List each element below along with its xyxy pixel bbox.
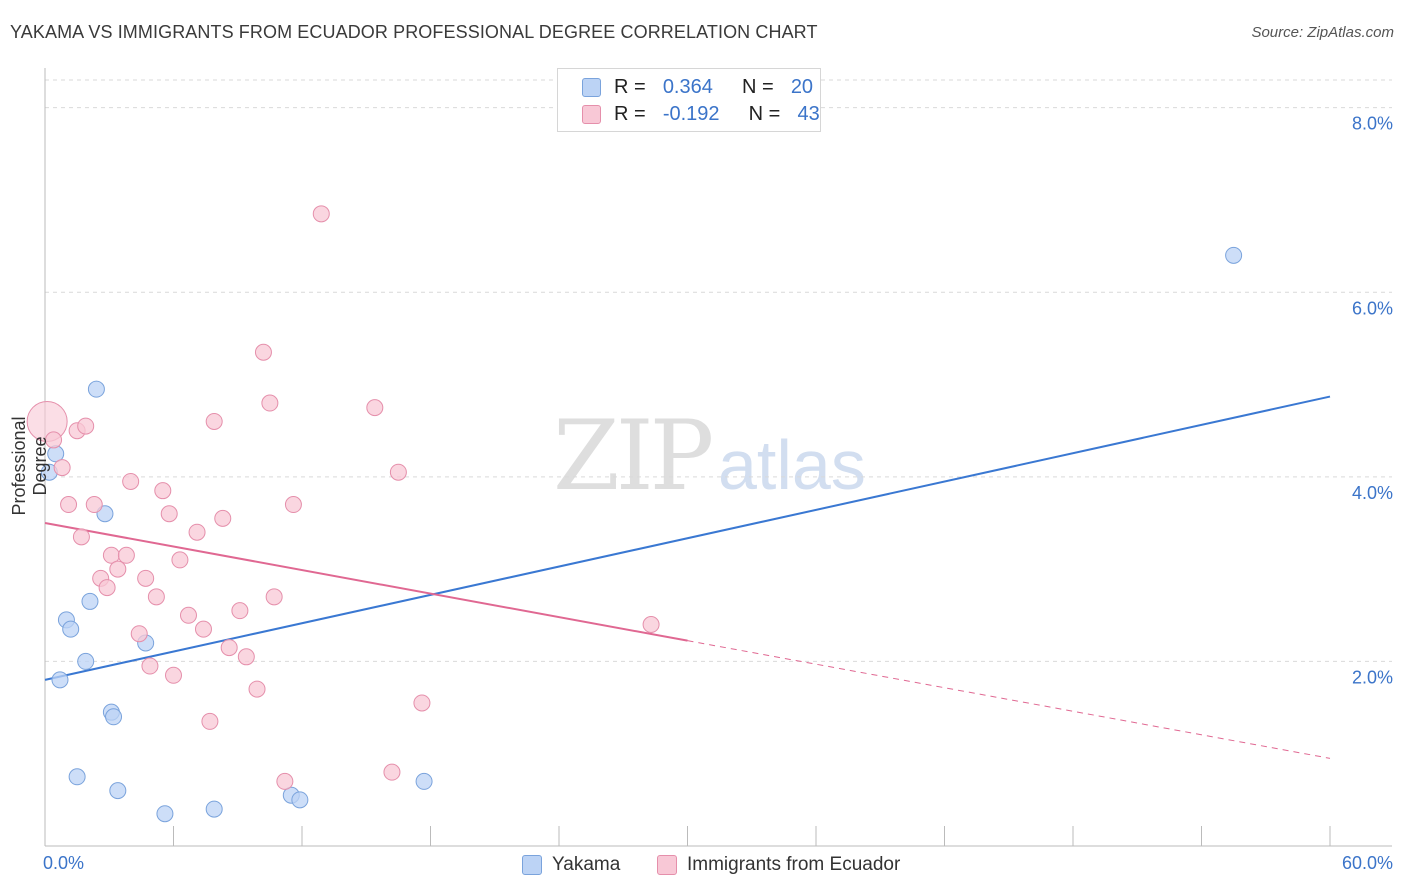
point-yakama — [109, 782, 127, 800]
point-yakama — [81, 592, 99, 610]
x-tick-label-min: 0.0% — [43, 853, 84, 873]
point-ecuador — [60, 496, 78, 514]
grid-lines — [45, 79, 1392, 662]
point-ecuador — [220, 639, 238, 657]
point-yakama — [105, 708, 123, 726]
point-ecuador — [72, 528, 90, 546]
watermark-zip: ZIP — [553, 400, 714, 512]
point-ecuador — [53, 459, 71, 477]
point-ecuador — [194, 620, 212, 638]
point-yakama — [96, 505, 114, 523]
legend-n-label: N = — [742, 75, 774, 98]
point-ecuador — [413, 694, 431, 712]
x-tick-label-max: 60.0% — [1342, 853, 1393, 873]
point-ecuador — [284, 496, 302, 514]
point-yakama — [51, 671, 69, 689]
point-ecuador — [265, 588, 283, 606]
point-ecuador — [137, 569, 155, 587]
point-ecuador — [122, 472, 140, 490]
point-ecuador — [383, 763, 401, 781]
chart-title: YAKAMA VS IMMIGRANTS FROM ECUADOR PROFES… — [10, 22, 818, 42]
bottom-legend-swatch-ecuador — [657, 855, 677, 875]
point-ecuador — [98, 579, 116, 597]
legend-r-label: R = — [614, 102, 646, 125]
y-tick-label: 2.0% — [1352, 667, 1393, 687]
point-ecuador — [45, 431, 63, 449]
point-ecuador — [109, 560, 127, 578]
point-ecuador — [214, 509, 232, 527]
y-tick-label: 6.0% — [1352, 298, 1393, 318]
source-label: Source: ZipAtlas.com — [1251, 24, 1394, 41]
point-yakama — [205, 800, 223, 818]
legend-n-value-yakama: 20 — [790, 75, 814, 98]
point-ecuador — [237, 648, 255, 666]
legend-n-label: N = — [748, 102, 781, 125]
y-tick-label: 4.0% — [1352, 483, 1393, 503]
point-yakama — [77, 652, 95, 670]
point-ecuador — [154, 482, 172, 500]
point-yakama — [62, 620, 80, 638]
legend-r-value-yakama: 0.364 — [662, 75, 713, 98]
point-ecuador — [261, 394, 279, 412]
watermark-atlas: atlas — [718, 426, 866, 504]
point-ecuador — [642, 616, 660, 634]
point-ecuador — [179, 606, 197, 624]
legend-r-value-ecuador: -0.192 — [662, 102, 720, 125]
bottom-legend-label-ecuador: Immigrants from Ecuador — [687, 854, 901, 875]
y-axis-label: Professional Degree — [9, 416, 50, 516]
point-ecuador — [85, 496, 103, 514]
tick-labels: 2.0% 4.0% 6.0% 8.0% 0.0% 60.0% — [43, 114, 1393, 873]
point-ecuador — [312, 205, 330, 223]
point-ecuador — [160, 505, 178, 523]
trend-line-dashed-1 — [687, 640, 1331, 759]
point-ecuador — [117, 546, 135, 564]
point-ecuador — [254, 343, 272, 361]
point-ecuador — [130, 625, 148, 643]
point-ecuador — [248, 680, 266, 698]
point-yakama — [1225, 246, 1243, 264]
point-ecuador — [389, 463, 407, 481]
point-yakama — [156, 805, 174, 823]
bottom-legend-label-yakama: Yakama — [552, 854, 621, 875]
trend-line-solid-1 — [44, 522, 688, 642]
trend-lines — [44, 395, 1331, 759]
legend-r-label: R = — [614, 75, 646, 98]
bottom-legend-ecuador: Immigrants from Ecuador — [657, 852, 900, 878]
point-ecuador — [366, 399, 384, 417]
point-ecuador — [231, 602, 249, 620]
point-ecuador — [201, 712, 219, 730]
point-yakama — [87, 380, 105, 398]
legend-swatch-yakama — [582, 77, 601, 97]
point-ecuador — [171, 551, 189, 569]
legend-n-value-ecuador: 43 — [797, 102, 820, 125]
data-points — [26, 205, 1243, 823]
point-yakama — [415, 772, 433, 790]
point-ecuador — [276, 772, 294, 790]
point-yakama — [68, 768, 86, 786]
point-ecuador — [205, 412, 223, 430]
point-ecuador — [165, 666, 182, 684]
bottom-legend-swatch-yakama — [522, 855, 542, 875]
bottom-legend-yakama: Yakama — [522, 852, 620, 878]
point-ecuador — [188, 523, 206, 541]
y-tick-label: 8.0% — [1352, 114, 1393, 134]
axes — [44, 68, 1392, 847]
legend-swatch-ecuador — [582, 104, 601, 124]
point-ecuador — [77, 417, 95, 435]
trend-line-0 — [44, 395, 1331, 681]
point-ecuador — [141, 657, 159, 675]
point-ecuador — [147, 588, 165, 606]
correlation-legend: R = 0.364 N = 20 R = -0.192 N = 43 — [557, 68, 821, 132]
point-yakama — [291, 791, 309, 809]
